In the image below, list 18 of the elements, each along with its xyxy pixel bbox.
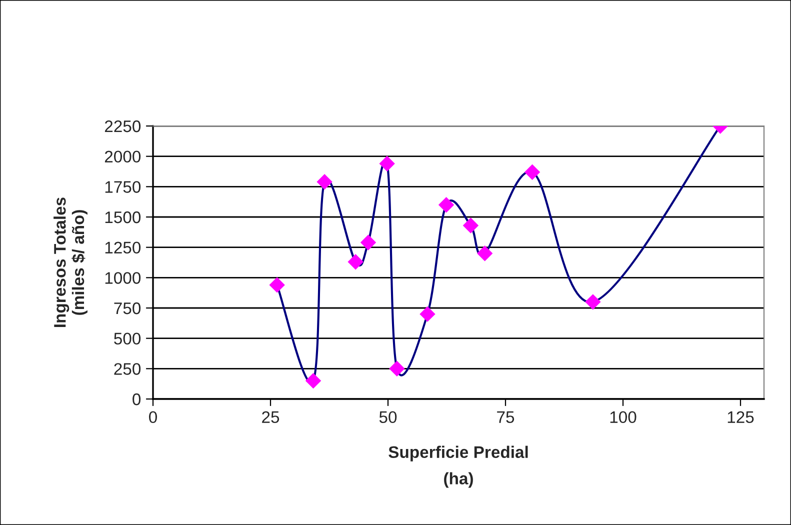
x-tick-label: 125 — [728, 411, 754, 424]
y-tick-label: 2250 — [104, 120, 141, 132]
y-axis-title: Ingresos Totales (miles $/ año) — [54, 198, 88, 327]
x-tick-label: 0 — [149, 411, 157, 424]
y-tick-label: 1250 — [105, 242, 141, 254]
y-tick-label: 1000 — [105, 272, 141, 284]
y-tick-label: 1750 — [105, 181, 141, 193]
y-tick-label: 0 — [132, 393, 141, 406]
x-tick-label: 25 — [262, 411, 280, 424]
x-axis-title: Superficie Predial (ha) — [388, 446, 528, 488]
y-tick-label: 2000 — [104, 150, 141, 163]
y-tick-label: 1500 — [105, 211, 141, 224]
x-tick-label: 75 — [497, 411, 514, 424]
y-tick-label: 750 — [114, 302, 141, 314]
y-tick-label: 500 — [114, 332, 141, 345]
y-tick-label: 250 — [114, 363, 141, 375]
x-tick-label: 100 — [610, 411, 636, 424]
x-tick-label: 50 — [379, 411, 397, 424]
